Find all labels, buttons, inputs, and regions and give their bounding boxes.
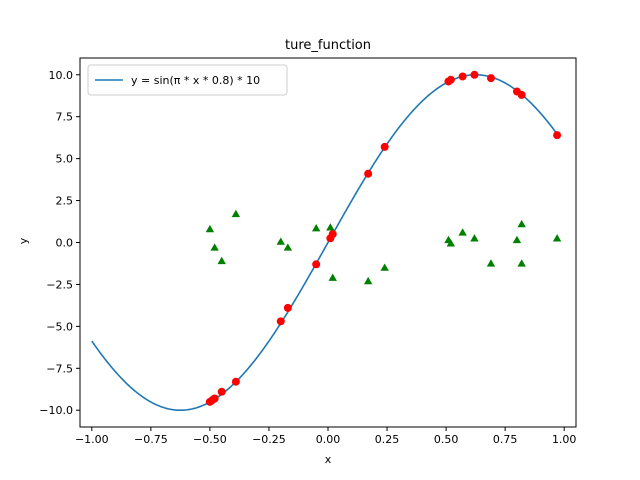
x-tick-label: 0.00	[316, 433, 341, 446]
triangle-point	[231, 209, 241, 218]
data-point	[553, 131, 562, 140]
data-point	[364, 169, 373, 178]
chart-title: ture_function	[285, 38, 371, 53]
triangle-point	[328, 273, 337, 281]
triangle-point	[311, 224, 321, 232]
triangle-point	[326, 223, 335, 231]
triangle-point	[210, 243, 219, 251]
y-tick-label: −7.5	[46, 362, 73, 375]
y-tick-label: 5.0	[56, 153, 74, 166]
legend-box	[87, 64, 288, 96]
x-tick-label: −0.25	[252, 433, 286, 446]
y-tick-label: 7.5	[56, 111, 74, 124]
data-point	[217, 387, 226, 396]
x-tick-label: 0.50	[434, 433, 459, 446]
triangle-point	[552, 234, 562, 242]
curve-line	[91, 73, 561, 412]
triangle-point	[283, 243, 293, 251]
triangle-point	[276, 237, 285, 245]
triangle-point	[458, 228, 467, 236]
plot-area	[91, 70, 562, 412]
y-tick-label: −2.5	[46, 278, 73, 291]
y-tick-label: −5.0	[46, 320, 73, 333]
triangle-point	[486, 259, 496, 267]
data-point	[458, 72, 467, 81]
data-point	[328, 230, 337, 239]
triangle-point	[446, 239, 456, 247]
x-tick-label: 0.75	[493, 433, 518, 446]
triangle-point	[517, 259, 526, 267]
data-point	[231, 377, 240, 386]
data-point	[312, 260, 321, 269]
triangle-point	[517, 219, 526, 228]
data-point	[470, 70, 479, 79]
triangle-point	[470, 234, 479, 242]
triangle-point	[217, 256, 226, 265]
data-point	[210, 394, 219, 403]
data-point	[446, 75, 455, 84]
triangle-point	[363, 276, 373, 285]
data-point	[276, 317, 285, 326]
triangle-point	[380, 263, 389, 271]
x-tick-label: −1.00	[75, 433, 109, 446]
data-point	[380, 142, 389, 151]
legend-entry-curve: y = sin(π * x * 0.8) * 10	[131, 74, 260, 87]
legend: y = sin(π * x * 0.8) * 10	[87, 64, 288, 96]
triangle-point	[512, 235, 522, 244]
x-tick-label: 0.25	[375, 433, 400, 446]
data-point	[283, 303, 292, 312]
data-point	[517, 90, 526, 99]
x-tick-label: −0.75	[134, 433, 168, 446]
y-tick-label: −10.0	[39, 404, 73, 417]
y-axis-label: y	[17, 237, 30, 244]
y-tick-label: 2.5	[56, 195, 74, 208]
data-point	[486, 74, 495, 83]
x-tick-label: 1.00	[552, 433, 577, 446]
y-tick-label: 0.0	[56, 237, 74, 250]
axis-ticks: −1.00 −0.75 −0.50 −0.25 0.00 0.25 0.50 0.75 1.00…	[39, 57, 577, 446]
triangle-point	[205, 224, 215, 233]
y-tick-label: 10.0	[49, 69, 74, 82]
x-tick-label: −0.50	[193, 433, 227, 446]
x-axis-label: x	[325, 453, 332, 466]
